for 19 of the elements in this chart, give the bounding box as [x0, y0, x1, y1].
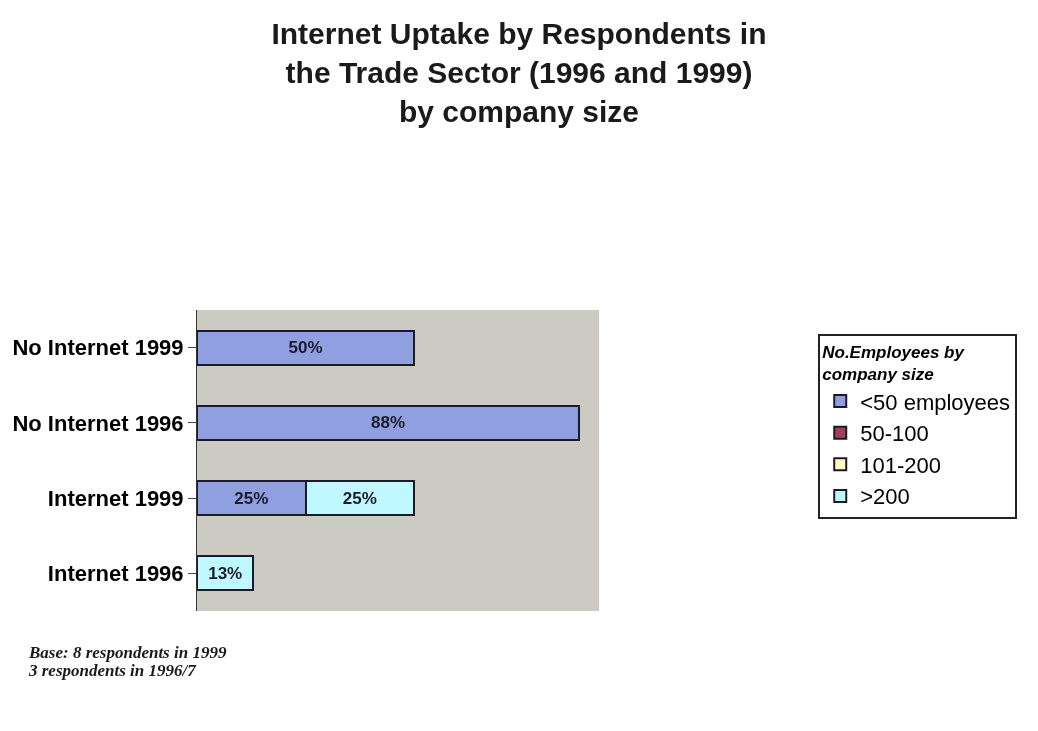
data-label: 50%	[288, 338, 323, 358]
legend-label: >200	[860, 484, 910, 510]
legend-label: 50-100	[860, 421, 929, 447]
text: Base: 8 respondents in 1999	[28, 643, 227, 662]
y-tick-label: Internet 1999	[47, 485, 184, 511]
legend-label: 101-200	[860, 452, 941, 478]
data-label: 25%	[234, 488, 269, 508]
legend-title: No.Employees by company size	[822, 343, 966, 385]
y-tick-label: No Internet 1996	[12, 410, 184, 436]
legend-label: <50 employees	[860, 389, 1011, 415]
data-label: 25%	[342, 488, 377, 508]
bar	[197, 404, 580, 441]
y-tick-label: No Internet 1999	[12, 335, 184, 361]
y-tick-label: Internet 1996	[47, 561, 184, 587]
data-label: 88%	[370, 413, 406, 433]
bar	[197, 329, 416, 366]
text: 3 respondents in 1996/7	[28, 661, 198, 680]
chart-title: Internet Uptake by Respondents in the Trade Sector (1996 and 1999) by company size	[271, 16, 767, 128]
data-label: 13%	[208, 563, 243, 583]
